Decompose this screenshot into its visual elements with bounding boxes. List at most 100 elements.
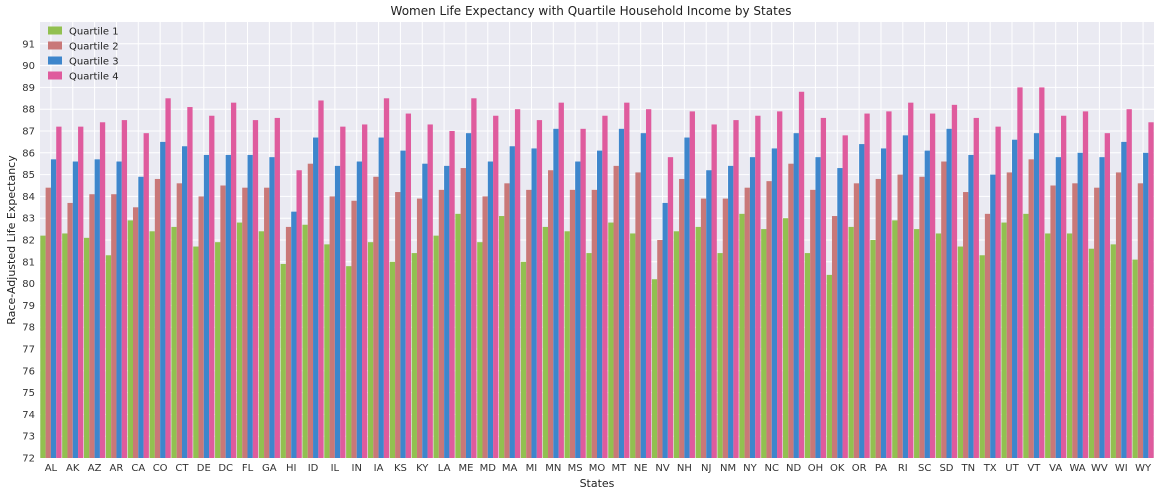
bar-OK-q1: [826, 274, 832, 458]
bar-NH-q3: [684, 137, 690, 459]
bar-NC-q3: [771, 148, 778, 458]
bar-OR-q4: [864, 113, 870, 458]
bar-NH-q1: [673, 231, 680, 458]
bar-IL-q3: [334, 165, 341, 458]
bar-KS-q1: [389, 261, 396, 458]
bar-CA-q3: [138, 176, 144, 458]
bar-PA-q2: [875, 178, 881, 458]
y-tick-label: 83: [22, 214, 35, 225]
bar-IA-q2: [373, 176, 379, 458]
bar-CA-q1: [127, 220, 133, 458]
x-tick-label: KS: [394, 463, 407, 474]
x-tick-label: CO: [153, 463, 168, 474]
bar-MI-q3: [531, 148, 537, 458]
bar-VA-q4: [1061, 115, 1067, 459]
bar-KY-q4: [427, 124, 433, 459]
bar-SD-q4: [951, 104, 958, 458]
y-tick-label: 87: [22, 127, 35, 138]
bar-TX-q4: [995, 126, 1001, 458]
bar-GA-q2: [264, 187, 270, 458]
y-tick-label: 85: [22, 170, 35, 181]
bar-MI-q4: [536, 120, 543, 458]
bar-OH-q4: [820, 117, 827, 459]
bar-WI-q2: [1115, 172, 1122, 459]
bar-IL-q1: [324, 244, 330, 458]
x-tick-label: MS: [568, 463, 583, 474]
bar-FL-q4: [252, 120, 259, 458]
bar-NY-q1: [739, 213, 745, 458]
bar-NY-q4: [755, 115, 761, 459]
y-tick-label: 74: [22, 410, 35, 421]
bar-ND-q3: [793, 133, 799, 458]
bar-FL-q2: [242, 187, 248, 458]
y-tick-label: 77: [22, 345, 35, 356]
x-tick-label: IA: [374, 463, 384, 474]
bar-GA-q1: [258, 231, 265, 458]
y-tick-label: 89: [22, 83, 35, 94]
x-tick-label: HI: [286, 463, 296, 474]
bar-VT-q1: [1023, 213, 1029, 458]
bar-MA-q4: [514, 109, 521, 458]
bar-KS-q3: [400, 150, 406, 458]
bar-WV-q4: [1104, 133, 1110, 458]
x-tick-label: AZ: [88, 463, 102, 474]
x-tick-label: NV: [655, 463, 669, 474]
bar-TN-q4: [973, 117, 979, 459]
bar-NE-q1: [630, 233, 636, 458]
bar-GA-q3: [269, 157, 275, 458]
bar-ID-q1: [302, 224, 308, 458]
bar-NC-q2: [766, 181, 772, 458]
y-tick-label: 73: [22, 432, 35, 443]
bar-SC-q4: [929, 113, 936, 458]
bar-PA-q1: [870, 240, 876, 458]
y-tick-label: 79: [22, 301, 35, 312]
bar-NE-q3: [640, 133, 646, 458]
x-tick-label: NJ: [701, 463, 711, 474]
bar-UT-q2: [1006, 172, 1013, 459]
bar-WA-q1: [1066, 233, 1073, 458]
bar-MS-q2: [569, 189, 576, 459]
x-tick-label: NH: [677, 463, 692, 474]
x-tick-label: AK: [66, 463, 80, 474]
legend-label-q4: Quartile 4: [69, 72, 119, 83]
bar-TN-q2: [963, 192, 969, 459]
bar-ID-q4: [318, 100, 324, 458]
bar-SD-q1: [935, 233, 942, 458]
bar-SD-q2: [941, 161, 947, 458]
bar-WV-q2: [1094, 187, 1100, 458]
x-tick-label: GA: [262, 463, 277, 474]
bar-NM-q4: [733, 120, 739, 458]
bar-PA-q3: [880, 148, 887, 458]
bar-KY-q3: [422, 163, 428, 458]
bar-DE-q1: [193, 246, 199, 458]
bar-NE-q4: [645, 109, 652, 458]
bar-AL-q3: [50, 159, 57, 458]
bar-AL-q4: [56, 126, 62, 458]
bar-LA-q3: [444, 165, 450, 458]
bar-ME-q3: [465, 133, 472, 458]
y-tick-label: 72: [22, 454, 35, 465]
bar-MA-q3: [509, 146, 515, 458]
bar-DC-q3: [225, 154, 231, 459]
bar-WY-q4: [1148, 122, 1154, 458]
bar-UT-q4: [1017, 87, 1023, 459]
bar-RI-q3: [902, 135, 909, 459]
bar-VA-q2: [1050, 185, 1056, 458]
x-tick-label: MT: [611, 463, 627, 474]
bar-AL-q1: [40, 235, 46, 458]
legend-swatch-q1: [48, 26, 62, 35]
x-tick-label: CT: [175, 463, 189, 474]
bar-IN-q2: [351, 200, 357, 458]
bar-MS-q4: [580, 128, 586, 458]
bar-ME-q2: [460, 168, 466, 458]
bar-AK-q2: [67, 202, 73, 458]
bar-IA-q1: [367, 242, 374, 458]
bar-ND-q1: [782, 218, 789, 458]
bar-UT-q3: [1012, 139, 1018, 458]
bar-IA-q4: [383, 98, 390, 459]
bar-NY-q2: [744, 187, 750, 458]
bar-CO-q2: [154, 178, 161, 458]
bar-OH-q1: [804, 253, 811, 458]
legend-swatch-q3: [48, 56, 62, 65]
